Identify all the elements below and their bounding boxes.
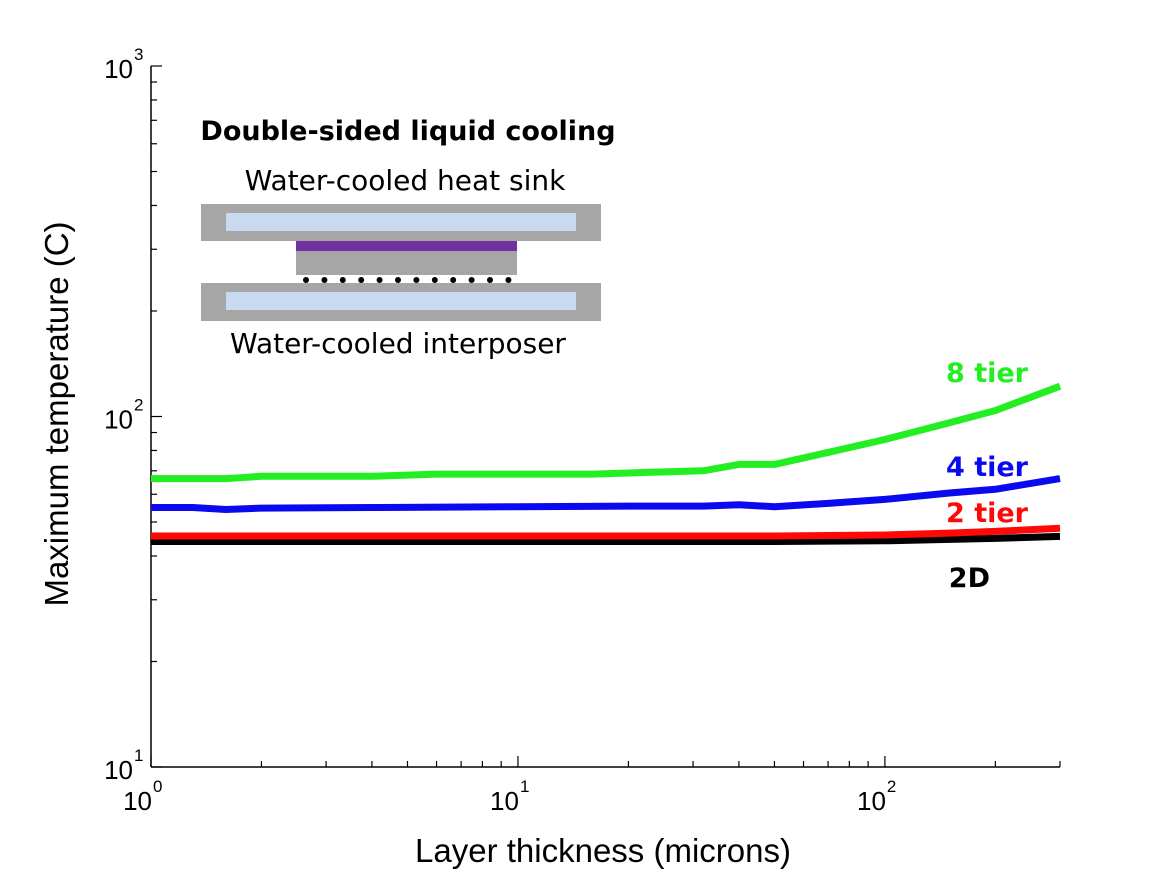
microbump xyxy=(431,277,438,283)
inset-title: Double-sided liquid cooling xyxy=(200,116,615,147)
microbump xyxy=(450,277,457,283)
series-label-2d: 2D xyxy=(949,563,990,594)
x-tick-exponent: 2 xyxy=(887,777,896,796)
series-line-2d xyxy=(151,532,1061,545)
cooling-inset-diagram: Double-sided liquid cooling Water-cooled… xyxy=(200,116,615,360)
microbump xyxy=(339,277,346,283)
y-tick-base: 10 xyxy=(104,54,133,84)
microbump xyxy=(468,277,475,283)
tick-labels: 10 0 10 1 10 210 110 210 3 xyxy=(104,45,896,816)
y-tick-label: 10 1 xyxy=(104,746,143,785)
x-tick-base: 10 xyxy=(857,786,886,816)
series-lines xyxy=(151,382,1062,545)
series-line-8-tier xyxy=(151,382,1062,483)
microbump xyxy=(395,277,401,283)
series-line-4-tier xyxy=(151,475,1061,513)
y-tick-exponent: 1 xyxy=(134,746,143,765)
microbump xyxy=(303,277,309,283)
y-tick-label: 10 3 xyxy=(104,45,143,84)
inset-bottom-label: Water-cooled interposer xyxy=(230,327,566,360)
series-label-4-tier: 4 tier xyxy=(946,452,1029,483)
series-labels: 8 tier 4 tier 2 tier 2D xyxy=(946,358,1029,594)
die-purple-layer xyxy=(296,241,517,251)
die-stack xyxy=(296,251,517,275)
y-axis-title: Maximum temperature (C) xyxy=(38,221,75,606)
x-tick-label: 10 2 xyxy=(857,777,896,816)
series-label-8-tier: 8 tier xyxy=(946,358,1029,389)
y-tick-label: 10 2 xyxy=(104,396,143,435)
x-tick-label: 10 0 xyxy=(123,777,162,816)
y-tick-base: 10 xyxy=(104,755,133,785)
x-tick-label: 10 1 xyxy=(490,777,529,816)
minor-ticks xyxy=(151,81,1061,767)
x-tick-base: 10 xyxy=(490,786,519,816)
y-tick-base: 10 xyxy=(104,405,133,435)
series-label-2-tier: 2 tier xyxy=(946,498,1029,529)
microbump xyxy=(487,277,493,283)
x-tick-base: 10 xyxy=(123,786,152,816)
microbumps xyxy=(303,277,512,283)
microbump xyxy=(321,277,328,283)
y-tick-exponent: 2 xyxy=(134,396,143,415)
microbump xyxy=(413,277,420,283)
interposer-channel xyxy=(226,292,576,310)
x-tick-exponent: 1 xyxy=(520,777,529,796)
microbump xyxy=(376,277,383,283)
y-tick-exponent: 3 xyxy=(134,45,143,64)
series-line-2-tier xyxy=(151,524,1061,540)
microbump xyxy=(358,277,365,283)
x-tick-exponent: 0 xyxy=(153,777,162,796)
inset-top-label: Water-cooled heat sink xyxy=(245,164,567,197)
major-ticks xyxy=(150,65,886,768)
x-axis-title: Layer thickness (microns) xyxy=(415,832,791,869)
heat-sink-channel xyxy=(226,213,576,231)
microbump xyxy=(505,277,512,283)
